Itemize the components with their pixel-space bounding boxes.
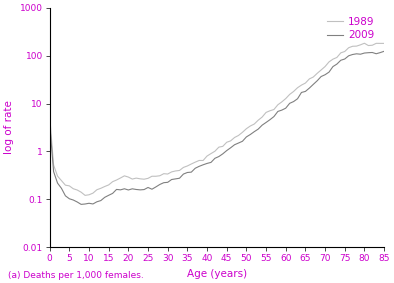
2009: [87, 201, 91, 205]
1989: [55, 174, 60, 178]
X-axis label: Age (years): Age (years): [187, 269, 247, 279]
Y-axis label: log of rate: log of rate: [4, 100, 14, 155]
Legend: 1989, 2009: 1989, 2009: [323, 13, 379, 44]
1989: [83, 194, 87, 197]
2009: [382, 50, 387, 53]
2009: [307, 86, 312, 90]
2009: [335, 62, 339, 66]
2009: [212, 156, 217, 160]
2009: [55, 181, 60, 185]
1989: [212, 149, 217, 153]
Line: 1989: 1989: [50, 43, 384, 195]
1989: [47, 114, 52, 118]
2009: [47, 122, 52, 125]
1989: [307, 77, 312, 81]
2009: [79, 203, 84, 206]
1989: [335, 56, 339, 59]
Line: 2009: 2009: [50, 51, 384, 204]
1989: [87, 193, 91, 196]
Text: (a) Deaths per 1,000 females.: (a) Deaths per 1,000 females.: [8, 271, 144, 280]
1989: [382, 42, 387, 45]
1989: [362, 42, 367, 45]
2009: [63, 194, 68, 198]
1989: [63, 183, 68, 187]
